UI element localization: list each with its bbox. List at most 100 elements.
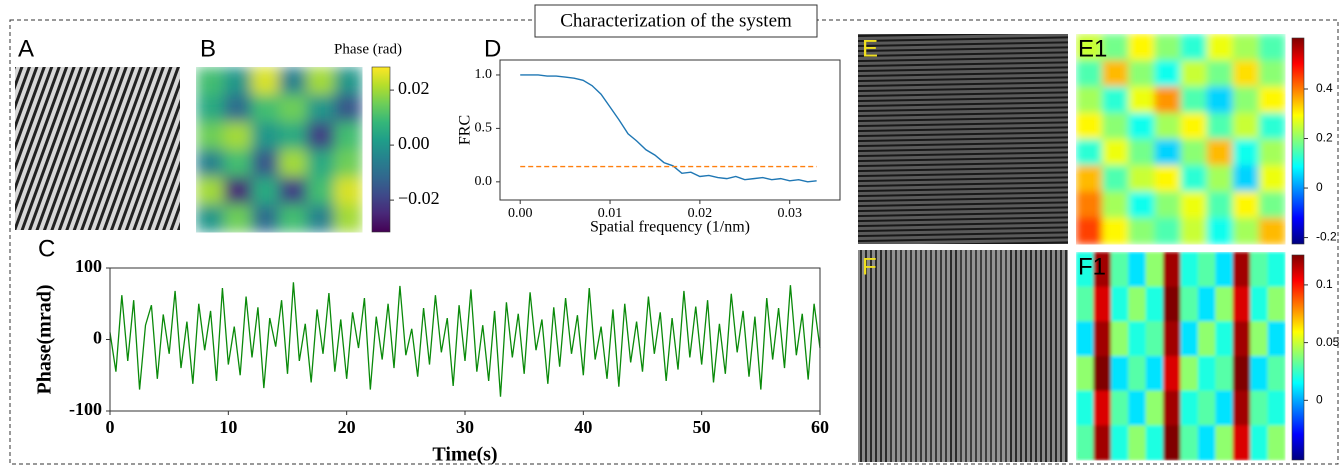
heatmap-cell bbox=[1110, 356, 1129, 392]
heatmap-cell bbox=[1180, 217, 1208, 245]
heatmap-cell bbox=[1215, 356, 1234, 392]
x-axis-label: Spatial frequency (1/nm) bbox=[590, 219, 750, 236]
heatmap-cell bbox=[1128, 34, 1155, 61]
heatmap-cell bbox=[251, 122, 280, 150]
heatmap-cell bbox=[1102, 191, 1129, 219]
heatmap-cell bbox=[1154, 60, 1181, 87]
heatmap-cell bbox=[1154, 86, 1181, 114]
colorbar-tick-label: 0.1 bbox=[1316, 277, 1333, 291]
heatmap-cell bbox=[251, 204, 280, 233]
heatmap-cell bbox=[1076, 286, 1094, 322]
heatmap-cell bbox=[1250, 425, 1269, 461]
heatmap-cell bbox=[1076, 252, 1094, 288]
heatmap-cell bbox=[251, 67, 280, 95]
heatmap-cell bbox=[1206, 165, 1234, 192]
heatmap-cell bbox=[1145, 356, 1164, 392]
heatmap-cell bbox=[1180, 356, 1199, 392]
heatmap-cell bbox=[196, 177, 225, 205]
heatmap-cell bbox=[1232, 112, 1260, 140]
heatmap-cell bbox=[1258, 191, 1286, 219]
heatmap-cell bbox=[1232, 425, 1251, 461]
heatmap-cell bbox=[306, 149, 335, 178]
heatmap-cell bbox=[1267, 286, 1286, 322]
heatmap-cell bbox=[1250, 286, 1269, 322]
heatmap-cell bbox=[1258, 139, 1286, 166]
heatmap-cell bbox=[1232, 252, 1251, 288]
heatmap-cell bbox=[1258, 34, 1286, 61]
colorbar bbox=[371, 66, 391, 233]
image-f bbox=[858, 250, 1068, 462]
x-tick-label: 0.03 bbox=[777, 206, 802, 221]
heatmap-cell bbox=[1163, 252, 1181, 288]
heatmap-cell bbox=[1093, 321, 1112, 357]
heatmap-cell bbox=[1145, 252, 1164, 288]
heatmap-cell bbox=[1197, 321, 1216, 357]
heatmap-cell bbox=[1145, 425, 1164, 461]
heatmap-cell bbox=[1076, 321, 1094, 357]
heatmap-cell bbox=[1128, 286, 1147, 322]
colorbar-tick-label: −0.02 bbox=[398, 188, 440, 208]
x-tick-label: 0.01 bbox=[598, 206, 623, 221]
heatmap-cell bbox=[251, 149, 280, 178]
x-tick-label: 40 bbox=[574, 417, 592, 437]
colorbar-tick-label: 0.05 bbox=[1316, 335, 1340, 349]
heatmap-cell bbox=[1232, 165, 1260, 192]
heatmap-cell bbox=[1163, 286, 1181, 322]
heatmap-cell bbox=[1076, 60, 1103, 87]
heatmap-cell bbox=[196, 204, 225, 233]
heatmap-cell bbox=[1102, 60, 1129, 87]
colorbar-tick-label: -0.2 bbox=[1316, 230, 1337, 244]
heatmap-cell bbox=[1128, 425, 1147, 461]
heatmap-cell bbox=[1154, 139, 1181, 166]
heatmap-cell bbox=[1206, 60, 1234, 87]
heatmap-cell bbox=[1206, 139, 1234, 166]
y-tick-label: -100 bbox=[69, 399, 102, 419]
heatmap-cell bbox=[306, 94, 335, 123]
heatmap-cell bbox=[1232, 34, 1260, 61]
heatmap-cell bbox=[1102, 165, 1129, 192]
x-tick-label: 50 bbox=[693, 417, 711, 437]
y-axis-label: FRC bbox=[457, 115, 474, 145]
data-line bbox=[520, 74, 817, 183]
plot-frame bbox=[499, 59, 841, 201]
heatmap-cell bbox=[1076, 390, 1094, 426]
y-tick-label: 0.5 bbox=[475, 121, 493, 136]
heatmap-cell bbox=[1215, 286, 1234, 322]
heatmap-cell bbox=[1102, 34, 1129, 61]
heatmap-cell bbox=[1215, 390, 1234, 426]
heatmap-cell bbox=[1163, 321, 1181, 357]
heatmap-cell bbox=[1197, 286, 1216, 322]
heatmap-cell bbox=[1102, 86, 1129, 114]
heatmap-cell bbox=[1110, 286, 1129, 322]
heatmap-cell bbox=[1154, 165, 1181, 192]
heatmap-cell bbox=[1128, 139, 1155, 166]
heatmap-cell bbox=[1215, 321, 1234, 357]
heatmap-cell bbox=[1232, 191, 1260, 219]
heatmap-cell bbox=[223, 122, 252, 150]
heatmap-cell bbox=[1215, 425, 1234, 461]
heatmap-cell bbox=[1154, 112, 1181, 140]
panel-label: E bbox=[862, 35, 878, 62]
heatmap-cell bbox=[1180, 321, 1199, 357]
heatmap-cell bbox=[1180, 390, 1199, 426]
y-tick-label: 100 bbox=[75, 256, 102, 276]
panel-label: D bbox=[484, 35, 501, 62]
heatmap-cell bbox=[1180, 139, 1208, 166]
heatmap-cell bbox=[1163, 390, 1181, 426]
heatmap-cell bbox=[334, 204, 363, 233]
colorbar-tick-label: 0.02 bbox=[398, 78, 430, 98]
heatmap-cell bbox=[223, 149, 252, 178]
heatmap-cell bbox=[1232, 217, 1260, 245]
heatmap-cell bbox=[223, 177, 252, 205]
heatmap-cell bbox=[1163, 356, 1181, 392]
y-tick-label: 0.0 bbox=[475, 174, 493, 189]
heatmap-cell bbox=[1232, 356, 1251, 392]
heatmap-cell bbox=[223, 204, 252, 233]
heatmap-cell bbox=[306, 204, 335, 233]
heatmap-cell bbox=[1128, 252, 1147, 288]
heatmap-cell bbox=[1180, 86, 1208, 114]
heatmap-cell bbox=[1250, 252, 1269, 288]
colorbar-tick-label: 0.4 bbox=[1316, 81, 1333, 95]
x-tick-label: 20 bbox=[338, 417, 356, 437]
